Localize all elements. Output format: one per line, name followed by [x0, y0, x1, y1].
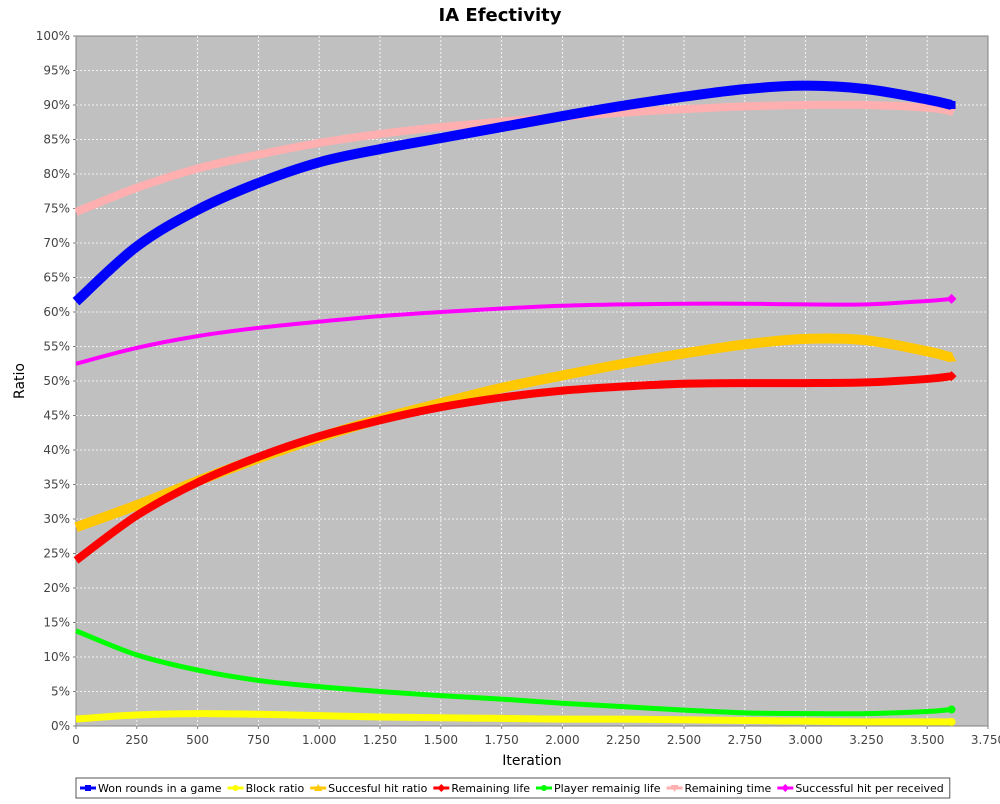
- x-tick-label: 3.250: [849, 733, 883, 747]
- series-player-remainig-life: [75, 628, 956, 717]
- legend-item-player-remainig-life: Player remainig life: [536, 782, 661, 795]
- y-tick-label: 65%: [43, 271, 70, 285]
- x-tick-label: 1.750: [484, 733, 518, 747]
- legend-swatch-marker: [437, 784, 446, 792]
- series-line-block-ratio: [75, 710, 952, 726]
- legend-label: Succesful hit ratio: [328, 782, 427, 795]
- legend-label: Remaining time: [685, 782, 772, 795]
- series-end-marker: [946, 293, 957, 304]
- series-line-player-remainig-life: [75, 628, 952, 717]
- y-tick-label: 35%: [43, 478, 70, 492]
- legend-item-remaining-time: Remaining time: [666, 782, 772, 795]
- y-tick-label: 50%: [43, 374, 70, 388]
- x-tick-label: 2.750: [728, 733, 762, 747]
- y-tick-label: 70%: [43, 236, 70, 250]
- x-tick-label: 500: [186, 733, 209, 747]
- legend-border: [75, 777, 951, 799]
- legend: Won rounds in a game Block ratio Succesful…: [75, 777, 951, 799]
- x-tick-label: 0: [72, 733, 80, 747]
- x-tick-label: 3.750: [971, 733, 1000, 747]
- x-tick-label: 250: [125, 733, 148, 747]
- series-block-ratio: [75, 710, 956, 726]
- legend-label: Won rounds in a game: [98, 782, 222, 795]
- series-line-successful-hit-per-received: [75, 296, 952, 366]
- legend-swatch-marker: [232, 785, 239, 791]
- x-tick-label: 2.500: [667, 733, 701, 747]
- legend-item-succesful-hit-ratio: Succesful hit ratio: [310, 782, 428, 795]
- legend-swatch-marker: [541, 785, 547, 791]
- y-axis-label: Ratio: [12, 363, 28, 399]
- x-tick-label: 1.500: [424, 733, 458, 747]
- y-tick-label: 80%: [43, 167, 70, 181]
- x-tick-label: 3.500: [910, 733, 944, 747]
- series-end-marker: [946, 352, 957, 362]
- series-lines: [72, 80, 957, 726]
- legend-label: Successful hit per received: [795, 782, 943, 795]
- chart-title: IA Efectivity: [439, 5, 562, 26]
- y-tick-label: 55%: [43, 340, 70, 354]
- legend-item-remaining-life: Remaining life: [433, 782, 530, 795]
- y-tick-label: 30%: [43, 512, 70, 526]
- legend-item-won-rounds-in-a-game: Won rounds in a game: [80, 782, 222, 795]
- x-tick-label: 2.000: [545, 733, 579, 747]
- legend-swatch-marker: [314, 784, 323, 791]
- x-tick-label: 750: [247, 733, 270, 747]
- axes: 0% 5% 10% 15% 20% 25% 30% 35% 40% 45% 50% 55% 60% 65%…: [36, 29, 1000, 747]
- y-tick-label: 20%: [43, 581, 70, 595]
- series-end-marker: [947, 101, 956, 109]
- y-tick-label: 75%: [43, 202, 70, 216]
- y-tick-label: 15%: [43, 616, 70, 630]
- y-tick-label: 45%: [43, 409, 70, 423]
- series-remaining-life: [73, 371, 957, 564]
- y-tick-label: 0%: [51, 719, 70, 733]
- y-tick-label: 95%: [43, 64, 70, 78]
- legend-item-successful-hit-per-received: Successful hit per received: [777, 782, 944, 795]
- series-end-marker: [946, 371, 957, 382]
- series-line-won-rounds-in-a-game: [72, 80, 953, 306]
- legend-box: Won rounds in a game Block ratio Succesful…: [75, 777, 951, 799]
- y-tick-label: 5%: [51, 685, 70, 699]
- y-tick-label: 10%: [43, 650, 70, 664]
- y-tick-label: 40%: [43, 443, 70, 457]
- series-line-remaining-life: [73, 372, 953, 564]
- x-tick-label: 1.250: [363, 733, 397, 747]
- series-end-marker: [947, 705, 956, 714]
- legend-label: Player remainig life: [554, 782, 661, 795]
- y-tick-label: 25%: [43, 547, 70, 561]
- x-tick-label: 3.000: [788, 733, 822, 747]
- y-tick-label: 85%: [43, 133, 70, 147]
- x-axis-label: Iteration: [502, 753, 561, 769]
- y-tick-label: 100%: [36, 29, 70, 43]
- legend-swatch-marker: [85, 785, 91, 791]
- legend-swatch-marker: [781, 784, 790, 792]
- series-successful-hit-per-received: [75, 293, 957, 366]
- legend-label: Block ratio: [246, 782, 305, 795]
- legend-item-block-ratio: Block ratio: [227, 782, 305, 795]
- legend-swatch-marker: [670, 785, 679, 792]
- series-end-marker: [947, 717, 956, 726]
- legend-label: Remaining life: [451, 782, 530, 795]
- y-tick-label: 60%: [43, 305, 70, 319]
- series-won-rounds-in-a-game: [72, 80, 956, 306]
- y-tick-label: 90%: [43, 98, 70, 112]
- x-tick-label: 2.250: [606, 733, 640, 747]
- x-tick-label: 1.000: [302, 733, 336, 747]
